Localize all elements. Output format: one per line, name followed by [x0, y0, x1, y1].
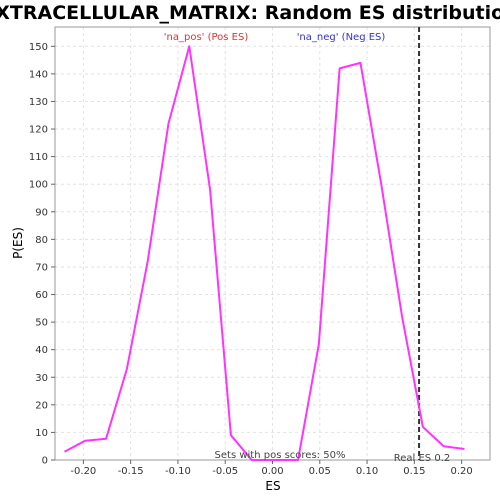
real-es-label: Real ES 0.2	[394, 453, 450, 464]
y-tick-label: 130	[29, 97, 48, 108]
y-tick-label: 100	[29, 180, 48, 191]
x-tick-label: -0.10	[165, 466, 191, 477]
y-tick-label: 20	[35, 400, 48, 411]
y-tick-label: 150	[29, 42, 48, 53]
y-tick-label: 140	[29, 69, 48, 80]
x-tick-label: 0.00	[261, 466, 283, 477]
x-tick-label: -0.20	[70, 466, 96, 477]
y-tick-label: 10	[35, 428, 48, 439]
y-axis-label: P(ES)	[11, 227, 25, 259]
y-tick-label: 40	[35, 345, 48, 356]
sets-pos-scores-note: Sets with pos scores: 50%	[215, 450, 346, 461]
y-tick-label: 70	[35, 262, 48, 273]
y-tick-label: 50	[35, 318, 48, 329]
y-tick-label: 80	[35, 235, 48, 246]
y-tick-label: 60	[35, 290, 48, 301]
x-tick-label: 0.15	[403, 466, 425, 477]
x-tick-label: -0.15	[118, 466, 144, 477]
y-tick-label: 120	[29, 125, 48, 136]
x-tick-label: 0.10	[356, 466, 378, 477]
x-tick-label: 0.20	[450, 466, 472, 477]
y-tick-label: 0	[42, 456, 48, 467]
pos-es-label: 'na_pos' (Pos ES)	[164, 32, 249, 43]
y-tick-label: 90	[35, 207, 48, 218]
y-tick-label: 110	[29, 152, 48, 163]
neg-es-label: 'na_neg' (Neg ES)	[297, 32, 386, 43]
chart-title: EXTRACELLULAR_MATRIX: Random ES distribu…	[0, 2, 500, 24]
x-tick-label: -0.05	[212, 466, 238, 477]
y-tick-label: 30	[35, 373, 48, 384]
x-axis-label: ES	[265, 479, 280, 493]
x-tick-label: 0.05	[309, 466, 331, 477]
